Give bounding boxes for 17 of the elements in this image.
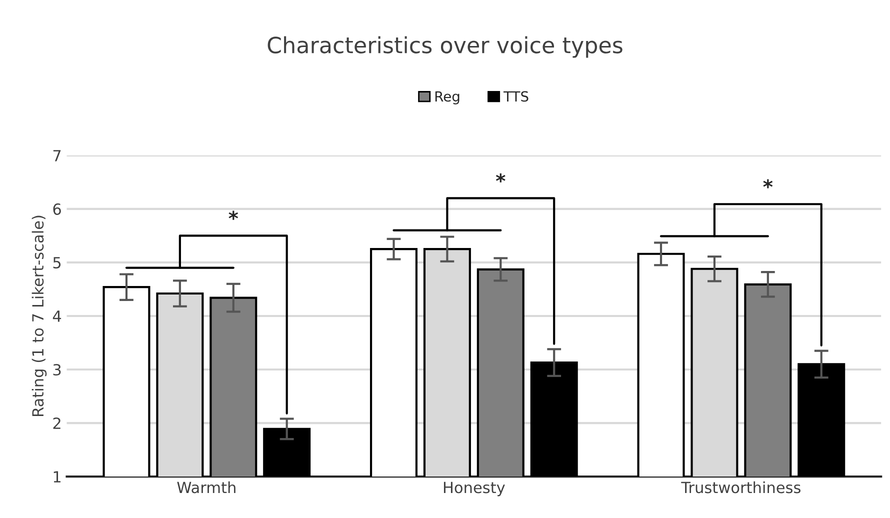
- y-tick-label: 6: [53, 203, 61, 215]
- x-tick-label: Honesty: [444, 482, 505, 496]
- legend-label: Reg: [435, 91, 460, 104]
- annotation: *: [763, 179, 773, 188]
- y-axis-title: Rating (1 to 7 Likert-scale): [32, 216, 47, 416]
- y-tick-label: 7: [53, 150, 61, 162]
- legend-label: TTS: [503, 91, 528, 102]
- annotation: *: [228, 210, 238, 220]
- y-tick-label: 1: [54, 471, 60, 482]
- y-tick-label: 5: [53, 257, 61, 268]
- annotation: *: [496, 173, 506, 182]
- x-tick-label: Trustworthiness: [681, 481, 800, 494]
- chart-title: Characteristics over voice types: [268, 36, 622, 58]
- x-tick-label: Warmth: [177, 481, 236, 494]
- y-tick-label: 2: [53, 418, 60, 429]
- y-tick-label: 3: [53, 364, 61, 376]
- y-tick-label: 4: [52, 310, 62, 322]
